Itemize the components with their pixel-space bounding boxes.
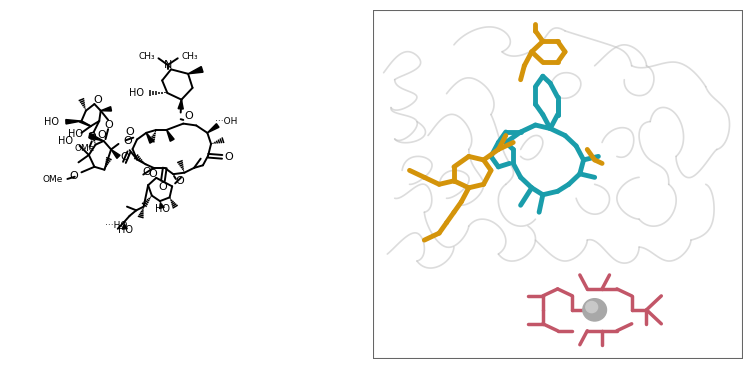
Polygon shape bbox=[111, 149, 120, 158]
Text: CH₃: CH₃ bbox=[182, 52, 198, 61]
Polygon shape bbox=[147, 133, 153, 143]
Text: OMe: OMe bbox=[43, 175, 63, 184]
Text: O: O bbox=[69, 171, 78, 181]
Text: O: O bbox=[120, 152, 129, 162]
Text: ···HO: ···HO bbox=[105, 221, 128, 230]
Text: N: N bbox=[164, 60, 172, 70]
Text: O: O bbox=[148, 169, 157, 179]
Polygon shape bbox=[167, 130, 174, 141]
Text: O: O bbox=[123, 136, 132, 146]
Text: O: O bbox=[105, 120, 113, 130]
Text: HO: HO bbox=[156, 204, 171, 214]
Text: O: O bbox=[88, 132, 96, 142]
Text: ···OH: ···OH bbox=[215, 117, 238, 126]
Text: CH₃: CH₃ bbox=[138, 52, 155, 61]
Text: O: O bbox=[143, 167, 151, 177]
Text: HO: HO bbox=[118, 225, 133, 235]
Polygon shape bbox=[207, 124, 219, 133]
Text: HO: HO bbox=[129, 88, 144, 98]
Polygon shape bbox=[66, 120, 82, 124]
Text: O: O bbox=[185, 111, 193, 121]
Text: HO: HO bbox=[58, 136, 73, 146]
Text: O: O bbox=[224, 152, 233, 162]
Circle shape bbox=[583, 299, 607, 321]
Polygon shape bbox=[178, 100, 183, 109]
Text: O: O bbox=[94, 95, 102, 106]
Text: O: O bbox=[125, 127, 134, 137]
Text: O: O bbox=[159, 182, 168, 193]
Text: O: O bbox=[97, 130, 106, 141]
Polygon shape bbox=[89, 134, 104, 141]
Text: O: O bbox=[175, 176, 184, 186]
Text: HO: HO bbox=[68, 129, 83, 139]
Circle shape bbox=[586, 301, 598, 313]
Polygon shape bbox=[188, 66, 203, 74]
Polygon shape bbox=[101, 107, 111, 111]
Text: OMe: OMe bbox=[75, 144, 95, 153]
FancyBboxPatch shape bbox=[373, 10, 743, 359]
Text: HO: HO bbox=[44, 117, 59, 127]
